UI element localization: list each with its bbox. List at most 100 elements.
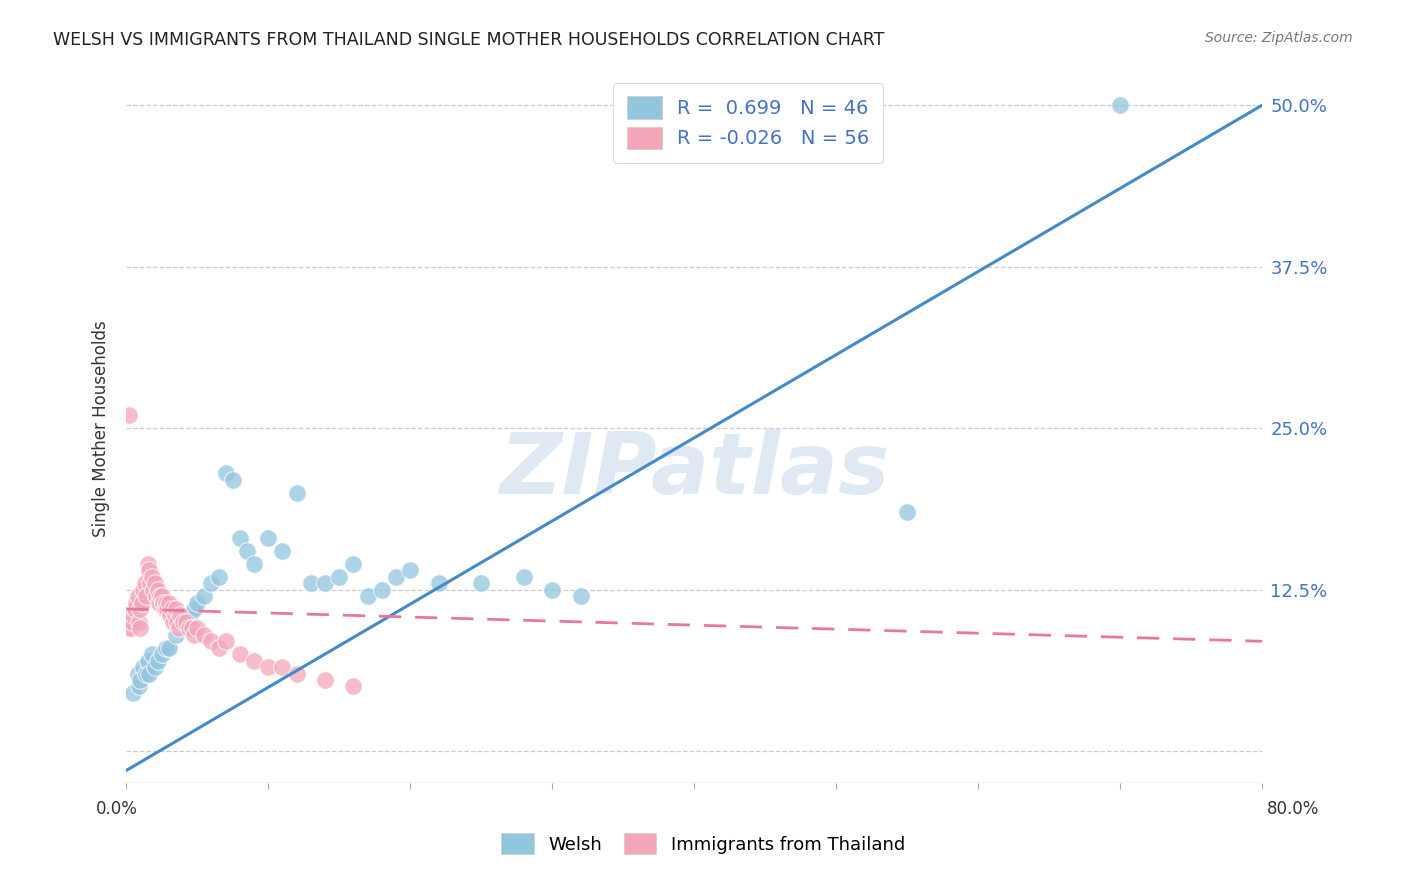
Point (427, 576, 450, 591)
Point (167, 621, 190, 635)
Point (122, 686, 145, 700)
Point (135, 589, 157, 603)
Point (342, 557, 364, 571)
Point (172, 615, 194, 629)
Point (117, 621, 139, 635)
Point (215, 467, 238, 481)
Point (129, 621, 152, 635)
Point (299, 576, 322, 591)
Point (129, 602, 152, 616)
Point (271, 660, 294, 674)
Point (243, 654, 266, 668)
Point (127, 666, 149, 681)
Y-axis label: Single Mother Households: Single Mother Households (93, 320, 110, 536)
Point (134, 576, 156, 591)
Point (150, 589, 173, 603)
Point (193, 589, 215, 603)
Point (138, 563, 160, 577)
Point (172, 615, 194, 629)
Point (186, 595, 208, 609)
Point (156, 602, 179, 616)
Point (141, 647, 163, 661)
Point (207, 640, 229, 655)
Point (132, 660, 155, 674)
Text: 0.0%: 0.0% (96, 799, 138, 817)
Point (153, 602, 176, 616)
Point (257, 531, 280, 545)
Point (229, 647, 252, 661)
Text: ZIPatlas: ZIPatlas (499, 429, 889, 512)
Point (135, 666, 157, 681)
Point (159, 608, 181, 623)
Point (163, 608, 186, 623)
Point (179, 608, 201, 623)
Point (328, 570, 350, 584)
Point (200, 576, 222, 591)
Point (152, 595, 174, 609)
Point (120, 621, 142, 635)
Point (138, 666, 160, 681)
Point (165, 628, 187, 642)
Point (186, 621, 208, 635)
Point (399, 563, 422, 577)
Text: 80.0%: 80.0% (1267, 799, 1319, 817)
Point (129, 673, 152, 687)
Point (157, 595, 180, 609)
Point (229, 531, 252, 545)
Point (146, 582, 169, 597)
Point (207, 570, 229, 584)
Point (166, 615, 188, 629)
Legend: R =  0.699   N = 46, R = -0.026   N = 56: R = 0.699 N = 46, R = -0.026 N = 56 (613, 83, 883, 162)
Point (136, 654, 159, 668)
Point (569, 589, 592, 603)
Point (150, 647, 173, 661)
Point (257, 660, 280, 674)
Point (125, 595, 148, 609)
Point (177, 621, 200, 635)
Point (128, 680, 150, 694)
Legend: Welsh, Immigrants from Thailand: Welsh, Immigrants from Thailand (492, 824, 914, 863)
Point (155, 640, 177, 655)
Point (122, 608, 145, 623)
Point (222, 473, 245, 487)
Point (145, 589, 167, 603)
Point (183, 628, 205, 642)
Point (148, 595, 170, 609)
Point (243, 557, 266, 571)
Point (896, 505, 918, 519)
Text: WELSH VS IMMIGRANTS FROM THAILAND SINGLE MOTHER HOUSEHOLDS CORRELATION CHART: WELSH VS IMMIGRANTS FROM THAILAND SINGLE… (53, 31, 884, 49)
Point (314, 673, 336, 687)
Point (200, 634, 222, 648)
Point (513, 570, 536, 584)
Point (470, 576, 492, 591)
Point (160, 602, 183, 616)
Point (342, 680, 364, 694)
Point (136, 557, 159, 571)
Point (141, 570, 163, 584)
Point (285, 666, 308, 681)
Point (155, 595, 177, 609)
Point (271, 544, 294, 558)
Point (131, 595, 153, 609)
Point (169, 608, 191, 623)
Point (118, 409, 141, 423)
Point (285, 485, 308, 500)
Point (236, 544, 259, 558)
Point (165, 602, 187, 616)
Point (139, 576, 162, 591)
Point (314, 576, 336, 591)
Point (143, 660, 166, 674)
Point (174, 621, 197, 635)
Point (124, 602, 146, 616)
Point (127, 589, 149, 603)
Text: Source: ZipAtlas.com: Source: ZipAtlas.com (1205, 31, 1353, 45)
Point (174, 615, 197, 629)
Point (183, 602, 205, 616)
Point (180, 621, 202, 635)
Point (215, 634, 238, 648)
Point (128, 615, 150, 629)
Point (385, 570, 408, 584)
Point (146, 654, 169, 668)
Point (1109, 98, 1132, 112)
Point (132, 582, 155, 597)
